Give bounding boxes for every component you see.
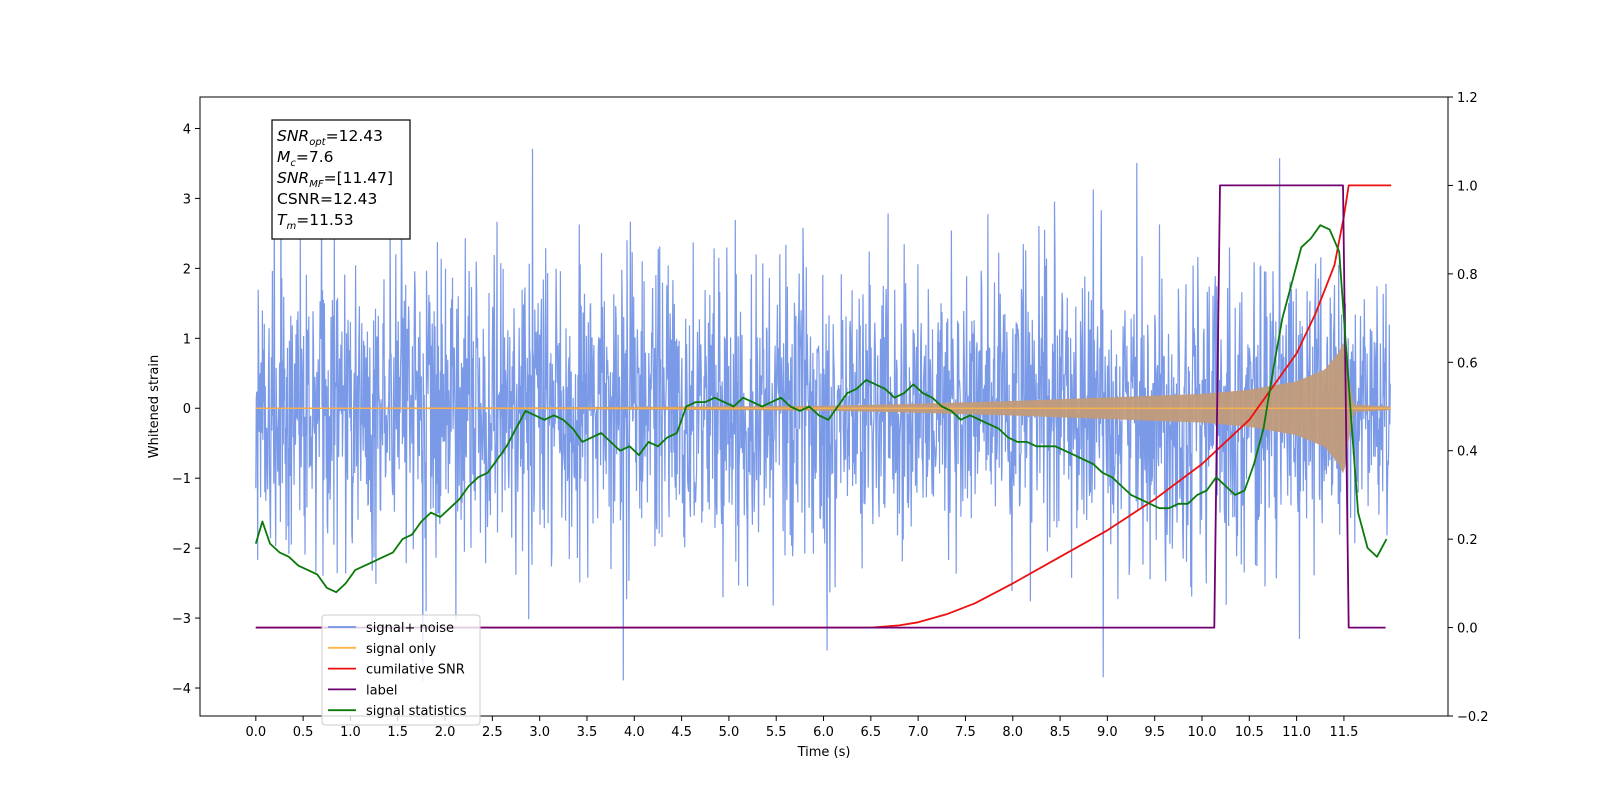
y-left-tick-label: −2 xyxy=(172,542,191,557)
annotation-line: CSNR=12.43 xyxy=(277,190,377,208)
y-left-tick-label: 0 xyxy=(183,402,191,417)
annotation-line: Mc=7.6 xyxy=(277,148,334,169)
legend-label: signal+ noise xyxy=(366,621,454,636)
y-right-tick-label: 0.8 xyxy=(1457,268,1478,283)
x-tick-label: 11.0 xyxy=(1282,725,1311,740)
annotation-line: SNRMF=[11.47] xyxy=(277,169,393,190)
x-tick-label: 10.5 xyxy=(1235,725,1264,740)
x-tick-label: 4.0 xyxy=(624,725,645,740)
x-tick-label: 11.5 xyxy=(1329,725,1358,740)
y-right-tick-label: 1.2 xyxy=(1457,91,1478,106)
legend-label: signal only xyxy=(366,642,436,657)
x-axis-label: Time (s) xyxy=(797,745,851,760)
axes-layer: 0.0 0.5 1.0 1.5 2.0 2.5 3.0 3.5 4.0 4.5 5.0 5.5 6.0 6… xyxy=(172,91,1489,740)
x-tick-label: 0.5 xyxy=(293,725,314,740)
x-tick-label: 5.0 xyxy=(719,725,740,740)
annotation-frame xyxy=(271,119,411,240)
y-right-tick-label: 0.0 xyxy=(1457,622,1478,637)
x-tick-label: 6.5 xyxy=(860,725,881,740)
x-tick-label: 7.0 xyxy=(908,725,929,740)
x-tick-label: 9.0 xyxy=(1097,725,1118,740)
y-left-tick-label: 3 xyxy=(183,192,191,207)
x-tick-label: 3.5 xyxy=(577,725,598,740)
x-tick-label: 0.0 xyxy=(245,725,266,740)
series-line-cumilative-snr xyxy=(255,184,1392,629)
x-tick-label: 8.0 xyxy=(1002,725,1023,740)
y-right-tick-label: 0.2 xyxy=(1457,533,1478,548)
y-left-tick-label: −3 xyxy=(172,612,191,627)
legend: signal+ noise signal only cumilative SNR la… xyxy=(321,614,481,726)
x-tick-label: 6.0 xyxy=(813,725,834,740)
annotation-line: SNRopt=12.43 xyxy=(277,127,383,148)
x-tick-label: 3.0 xyxy=(529,725,550,740)
legend-label: cumilative SNR xyxy=(366,663,465,678)
series-line-signal-noise xyxy=(255,148,1391,682)
y-left-tick-label: −4 xyxy=(172,682,191,697)
y-left-tick-label: 2 xyxy=(183,262,191,277)
x-tick-label: 8.5 xyxy=(1050,725,1071,740)
y-right-tick-label: 0.6 xyxy=(1457,356,1478,371)
x-tick-label: 1.5 xyxy=(387,725,408,740)
legend-frame xyxy=(321,614,481,726)
y-left-tick-label: 4 xyxy=(183,122,191,137)
y-left-tick-label: 1 xyxy=(183,332,191,347)
x-tick-label: 1.0 xyxy=(340,725,361,740)
x-tick-label: 9.5 xyxy=(1144,725,1165,740)
annotation-box: SNRopt=12.43Mc=7.6SNRMF=[11.47]CSNR=12.4… xyxy=(271,119,411,240)
x-tick-label: 5.5 xyxy=(766,725,787,740)
y-axis-label: Whitened strain xyxy=(147,355,162,458)
y-right-tick-label: −0.2 xyxy=(1457,710,1489,725)
x-tick-label: 2.0 xyxy=(435,725,456,740)
annotation-line: Tm=11.53 xyxy=(277,211,354,232)
y-right-tick-label: 1.0 xyxy=(1457,179,1478,194)
legend-label: signal statistics xyxy=(366,704,467,719)
series-line-label xyxy=(255,184,1386,629)
x-tick-label: 10.0 xyxy=(1188,725,1217,740)
x-tick-label: 2.5 xyxy=(482,725,503,740)
series-line-signal-statistics xyxy=(254,224,1388,594)
y-right-tick-label: 0.4 xyxy=(1457,445,1478,460)
x-tick-label: 7.5 xyxy=(955,725,976,740)
x-tick-label: 4.5 xyxy=(671,725,692,740)
series-layer xyxy=(254,148,1392,682)
legend-label: label xyxy=(366,683,397,698)
y-left-tick-label: −1 xyxy=(172,472,191,487)
